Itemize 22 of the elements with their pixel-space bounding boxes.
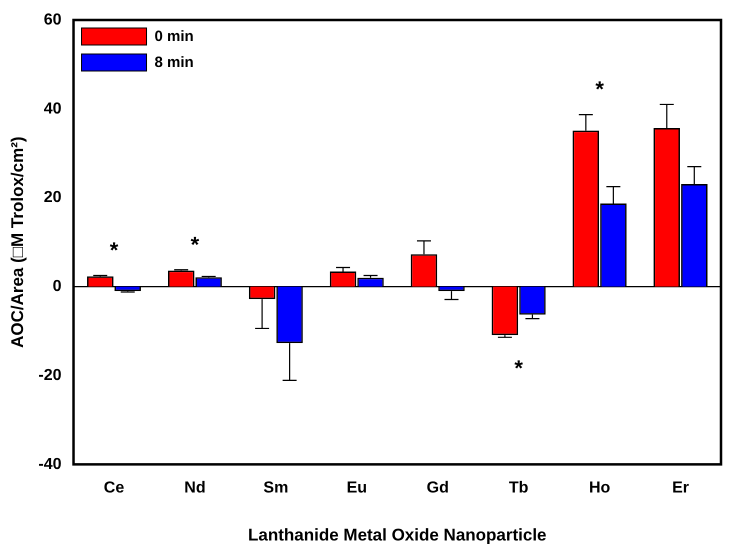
x-tick-label: Ce: [104, 479, 124, 496]
x-axis-title: Lanthanide Metal Oxide Nanoparticle: [248, 525, 547, 544]
annotation: *: [514, 355, 524, 380]
y-tick-label: 60: [44, 11, 62, 28]
x-tick-label: Er: [672, 479, 689, 496]
x-tick-label: Tb: [508, 479, 529, 496]
annotation: *: [110, 238, 119, 263]
y-axis-title: AOC/Area (□M Trolox/cm²): [8, 136, 27, 348]
y-tick-label: 0: [52, 278, 62, 296]
x-tick-label: Sm: [263, 479, 288, 496]
x-tick-label: Eu: [346, 479, 368, 496]
annotation: *: [595, 76, 604, 102]
x-tick-label: Gd: [426, 479, 449, 496]
y-tick-label: 40: [44, 100, 62, 118]
x-tick-label: Ho: [588, 479, 610, 496]
legend-label: 8 min: [154, 54, 194, 72]
y-tick-label: -40: [38, 456, 62, 473]
y-tick-label: 20: [44, 189, 62, 206]
y-tick-label: -20: [38, 366, 62, 384]
legend-label: 0 min: [154, 28, 194, 46]
annotation: *: [190, 232, 200, 257]
x-tick-label: Nd: [184, 479, 206, 496]
